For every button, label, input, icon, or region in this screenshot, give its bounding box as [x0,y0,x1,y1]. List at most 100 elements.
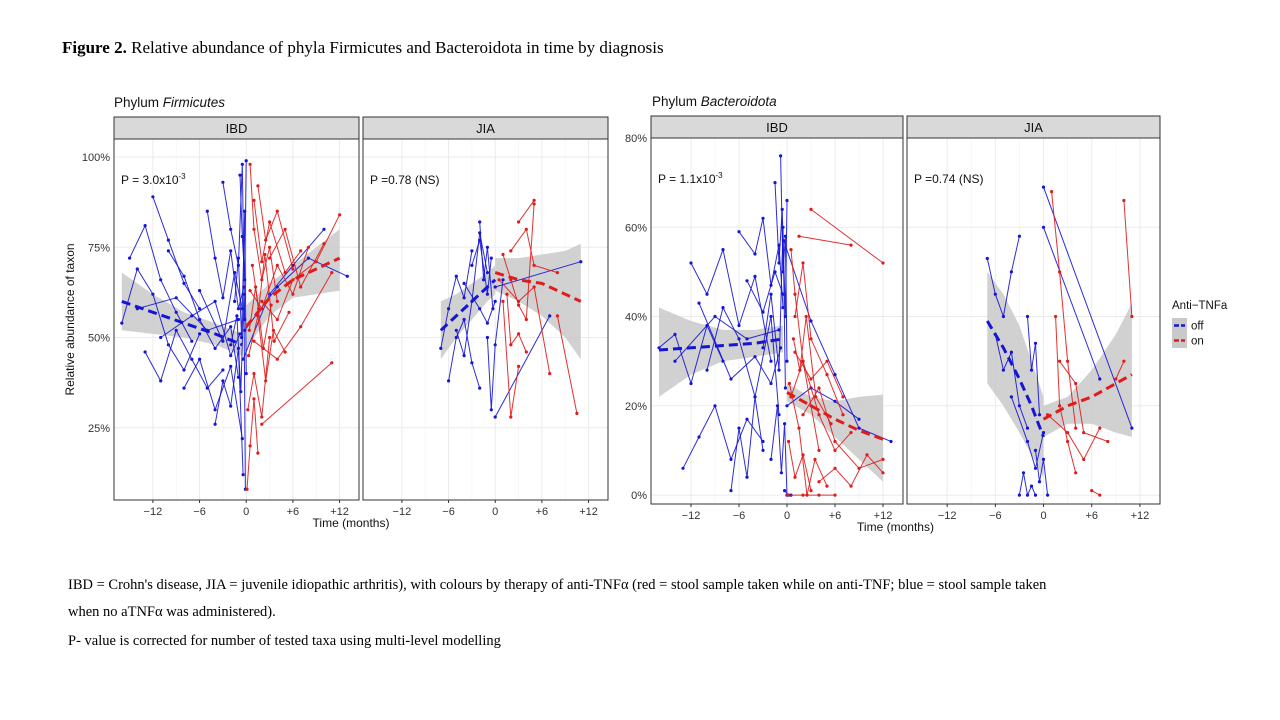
data-point-on [517,299,521,303]
data-point-on [801,493,805,497]
data-point-off [345,274,349,278]
legend-label-off: off [1191,321,1204,333]
data-point-off [182,281,186,285]
data-point-off [135,267,139,271]
series-line-off [746,270,784,314]
facet-label: JIA [476,121,495,136]
chart-title-prefix: Phylum [652,94,701,109]
data-point-off [729,489,733,493]
data-point-off [489,256,493,260]
data-point-off [769,457,773,461]
data-point-on [248,162,252,166]
data-point-off [833,399,837,403]
data-point-off [182,274,186,278]
y-tick-label: 40% [625,312,647,324]
series-line-on [1051,191,1077,429]
data-point-off [454,274,458,278]
data-point-on [1058,270,1062,274]
trend-line-off [121,299,243,347]
series-line-on [1055,316,1077,473]
x-tick-label: +12 [874,510,893,522]
data-point-on [817,493,821,497]
data-point-on [263,252,267,257]
data-point-on [497,278,501,282]
series-line-off [121,267,201,372]
data-point-off [221,180,225,184]
data-point-off [174,328,178,332]
data-point-off [705,292,709,296]
data-point-on [283,227,287,231]
data-point-on [881,261,885,265]
p-value-base: P = 3.0x10 [121,173,179,187]
data-point-on [1130,314,1134,319]
data-point-on [250,263,254,267]
data-point-on [791,337,796,341]
series-line-off [144,329,224,389]
data-point-on [1114,377,1118,381]
data-point-off [753,274,757,278]
data-point-off [745,279,749,283]
data-point-off [501,278,505,282]
data-point-on [330,361,334,365]
data-point-off [713,404,717,408]
data-point-off [447,379,451,383]
facet-ibd: IBD P = 1.1x10-3 −12 −6 0 +6 +12 [650,115,904,522]
data-point-off [1046,493,1050,497]
chart-2: Phylum Bacteroidota 0% 20% 40% 60% 80% Time (m… [625,94,1161,534]
x-tick-label: +6 [536,506,549,518]
data-point-off [779,471,784,475]
data-point-off [159,379,163,383]
trend-line-on [494,271,582,303]
data-point-on [524,350,528,354]
series-line-off [1043,186,1133,429]
series-line-off [1027,316,1040,415]
data-point-on [793,475,797,479]
chart-title: Phylum Firmicutes [114,95,225,110]
data-point-off [470,361,474,365]
data-point-on [260,260,264,264]
y-tick-label: 75% [88,242,110,254]
data-point-on [1050,190,1054,194]
data-point-on [809,337,813,341]
data-point-on [555,314,560,318]
data-point-off [470,263,474,267]
data-point-on [829,422,833,426]
data-point-on [801,453,805,457]
series-line-off [494,315,551,418]
data-point-off [775,404,780,408]
data-point-off [1041,431,1046,435]
data-point-on [509,415,513,419]
p-value-base: P = 1.1x10 [658,172,716,186]
data-point-on [825,373,829,377]
data-point-off [769,381,773,386]
data-point-on [809,377,813,381]
panel-border [650,137,904,505]
data-point-off [478,307,482,311]
data-point-on [246,408,250,412]
p-value-base: P =0.74 (NS) [914,172,983,186]
series-line-on [794,351,844,398]
data-point-off [1037,413,1042,417]
data-point-on [881,471,885,475]
data-point-on [501,252,505,257]
p-value-exponent: -3 [179,172,187,181]
series-line-off [463,283,496,325]
series-line-off [471,239,492,295]
data-point-off [1009,270,1014,274]
data-point-off [1025,314,1030,319]
data-point-off [166,343,170,347]
data-point-off [777,368,781,372]
series-line-off [239,160,247,280]
data-point-off [783,489,787,493]
data-point-off [229,364,233,368]
chart-1: Phylum Firmicutes Relative abundance of t… [63,95,609,530]
y-tick-label: 60% [625,222,647,234]
data-point-off [1001,368,1006,372]
p-value-label: P = 3.0x10-3 [121,172,186,187]
data-point-off [1041,185,1046,189]
data-point-on [275,299,279,303]
data-point-on [260,299,264,303]
data-point-off [761,216,765,220]
data-point-on [268,220,272,224]
confidence-ribbon-on [495,243,581,360]
